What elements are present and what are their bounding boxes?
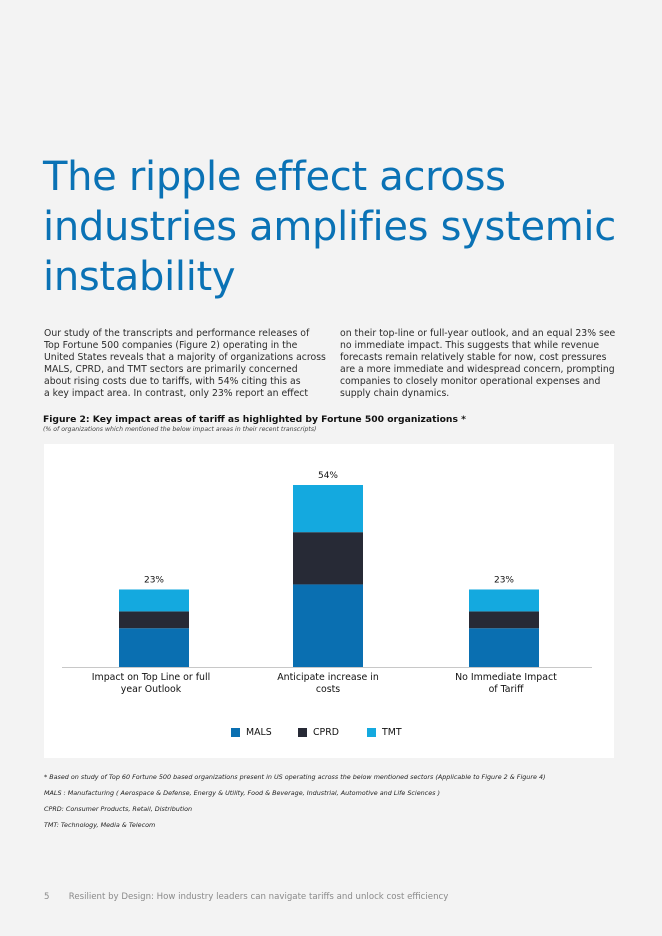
- category-label: No Immediate Impact of Tariff: [455, 672, 557, 695]
- title-line: instability: [43, 254, 236, 300]
- footnote: * Based on study of Top 60 Fortune 500 b…: [44, 773, 546, 781]
- page-title: The ripple effect across industries ampl…: [43, 152, 633, 302]
- body-line: a key impact area. In contrast, only 23%…: [44, 388, 309, 399]
- bar-segment-cprd: [119, 611, 189, 629]
- footer-text: Resilient by Design: How industry leader…: [68, 892, 449, 902]
- data-label: 23%: [494, 575, 514, 585]
- data-label: 23%: [144, 575, 164, 585]
- body-line: no immediate impact. This suggests that …: [340, 340, 600, 351]
- page-footer: 5 Resilient by Design: How industry lead…: [44, 892, 448, 902]
- chart-legend: MALS CPRD TMT: [44, 726, 614, 740]
- body-line: supply chain dynamics.: [340, 388, 450, 399]
- footnote: CPRD: Consumer Products, Retail, Distrib…: [44, 805, 193, 813]
- body-line: forecasts remain relatively stable for n…: [340, 352, 607, 363]
- category-label: Anticipate increase in costs: [277, 672, 379, 695]
- stacked-bar-chart: 23% 54% 23%: [62, 471, 592, 668]
- body-line: Top Fortune 500 companies (Figure 2) ope…: [44, 340, 298, 351]
- data-label: 54%: [318, 471, 338, 481]
- footnote: TMT: Technology, Media & Telecom: [44, 821, 156, 829]
- body-line: companies to closely monitor operational…: [340, 376, 601, 387]
- chart-container: 23% 54% 23% Impact on Top Line or full yea…: [44, 444, 614, 758]
- bar-segment-mals: [293, 584, 363, 667]
- figure-title: Figure 2: Key impact areas of tariff as …: [43, 414, 466, 425]
- legend-swatch-tmt: [367, 727, 376, 737]
- figure-subtitle: (% of organizations which mentioned the …: [43, 426, 317, 433]
- bar-segment-tmt: [469, 589, 539, 612]
- legend-item-cprd: CPRD: [298, 726, 339, 738]
- bar-segment-mals: [469, 628, 539, 667]
- category-label: Impact on Top Line or full year Outlook: [91, 672, 211, 695]
- footnotes: * Based on study of Top 60 Fortune 500 b…: [44, 773, 546, 837]
- body-line: on their top-line or full-year outlook, …: [340, 328, 616, 339]
- body-line: MALS, CPRD, and TMT sectors are primaril…: [44, 364, 298, 375]
- body-line: about rising costs due to tariffs, with …: [44, 376, 301, 387]
- bar-segment-mals: [119, 628, 189, 667]
- body-line: Our study of the transcripts and perform…: [44, 328, 310, 339]
- legend-swatch-mals: [231, 727, 240, 737]
- title-line: The ripple effect across: [43, 154, 506, 200]
- bar-segment-tmt: [293, 485, 363, 533]
- bar-segment-cprd: [293, 532, 363, 585]
- bar-segment-tmt: [119, 589, 189, 612]
- legend-swatch-cprd: [298, 727, 307, 737]
- footnote: MALS : Manufacturing ( Aerospace & Defen…: [44, 789, 440, 797]
- legend-item-tmt: TMT: [367, 726, 402, 738]
- page-number: 5: [44, 892, 50, 902]
- bar-segment-cprd: [469, 611, 539, 629]
- body-text-left: Our study of the transcripts and perform…: [44, 328, 326, 400]
- body-line: are a more immediate and widespread conc…: [340, 364, 615, 375]
- body-line: United States reveals that a majority of…: [44, 352, 326, 363]
- title-line: industries amplifies systemic: [43, 204, 616, 250]
- body-text-right: on their top-line or full-year outlook, …: [340, 328, 618, 400]
- legend-item-mals: MALS: [231, 726, 272, 738]
